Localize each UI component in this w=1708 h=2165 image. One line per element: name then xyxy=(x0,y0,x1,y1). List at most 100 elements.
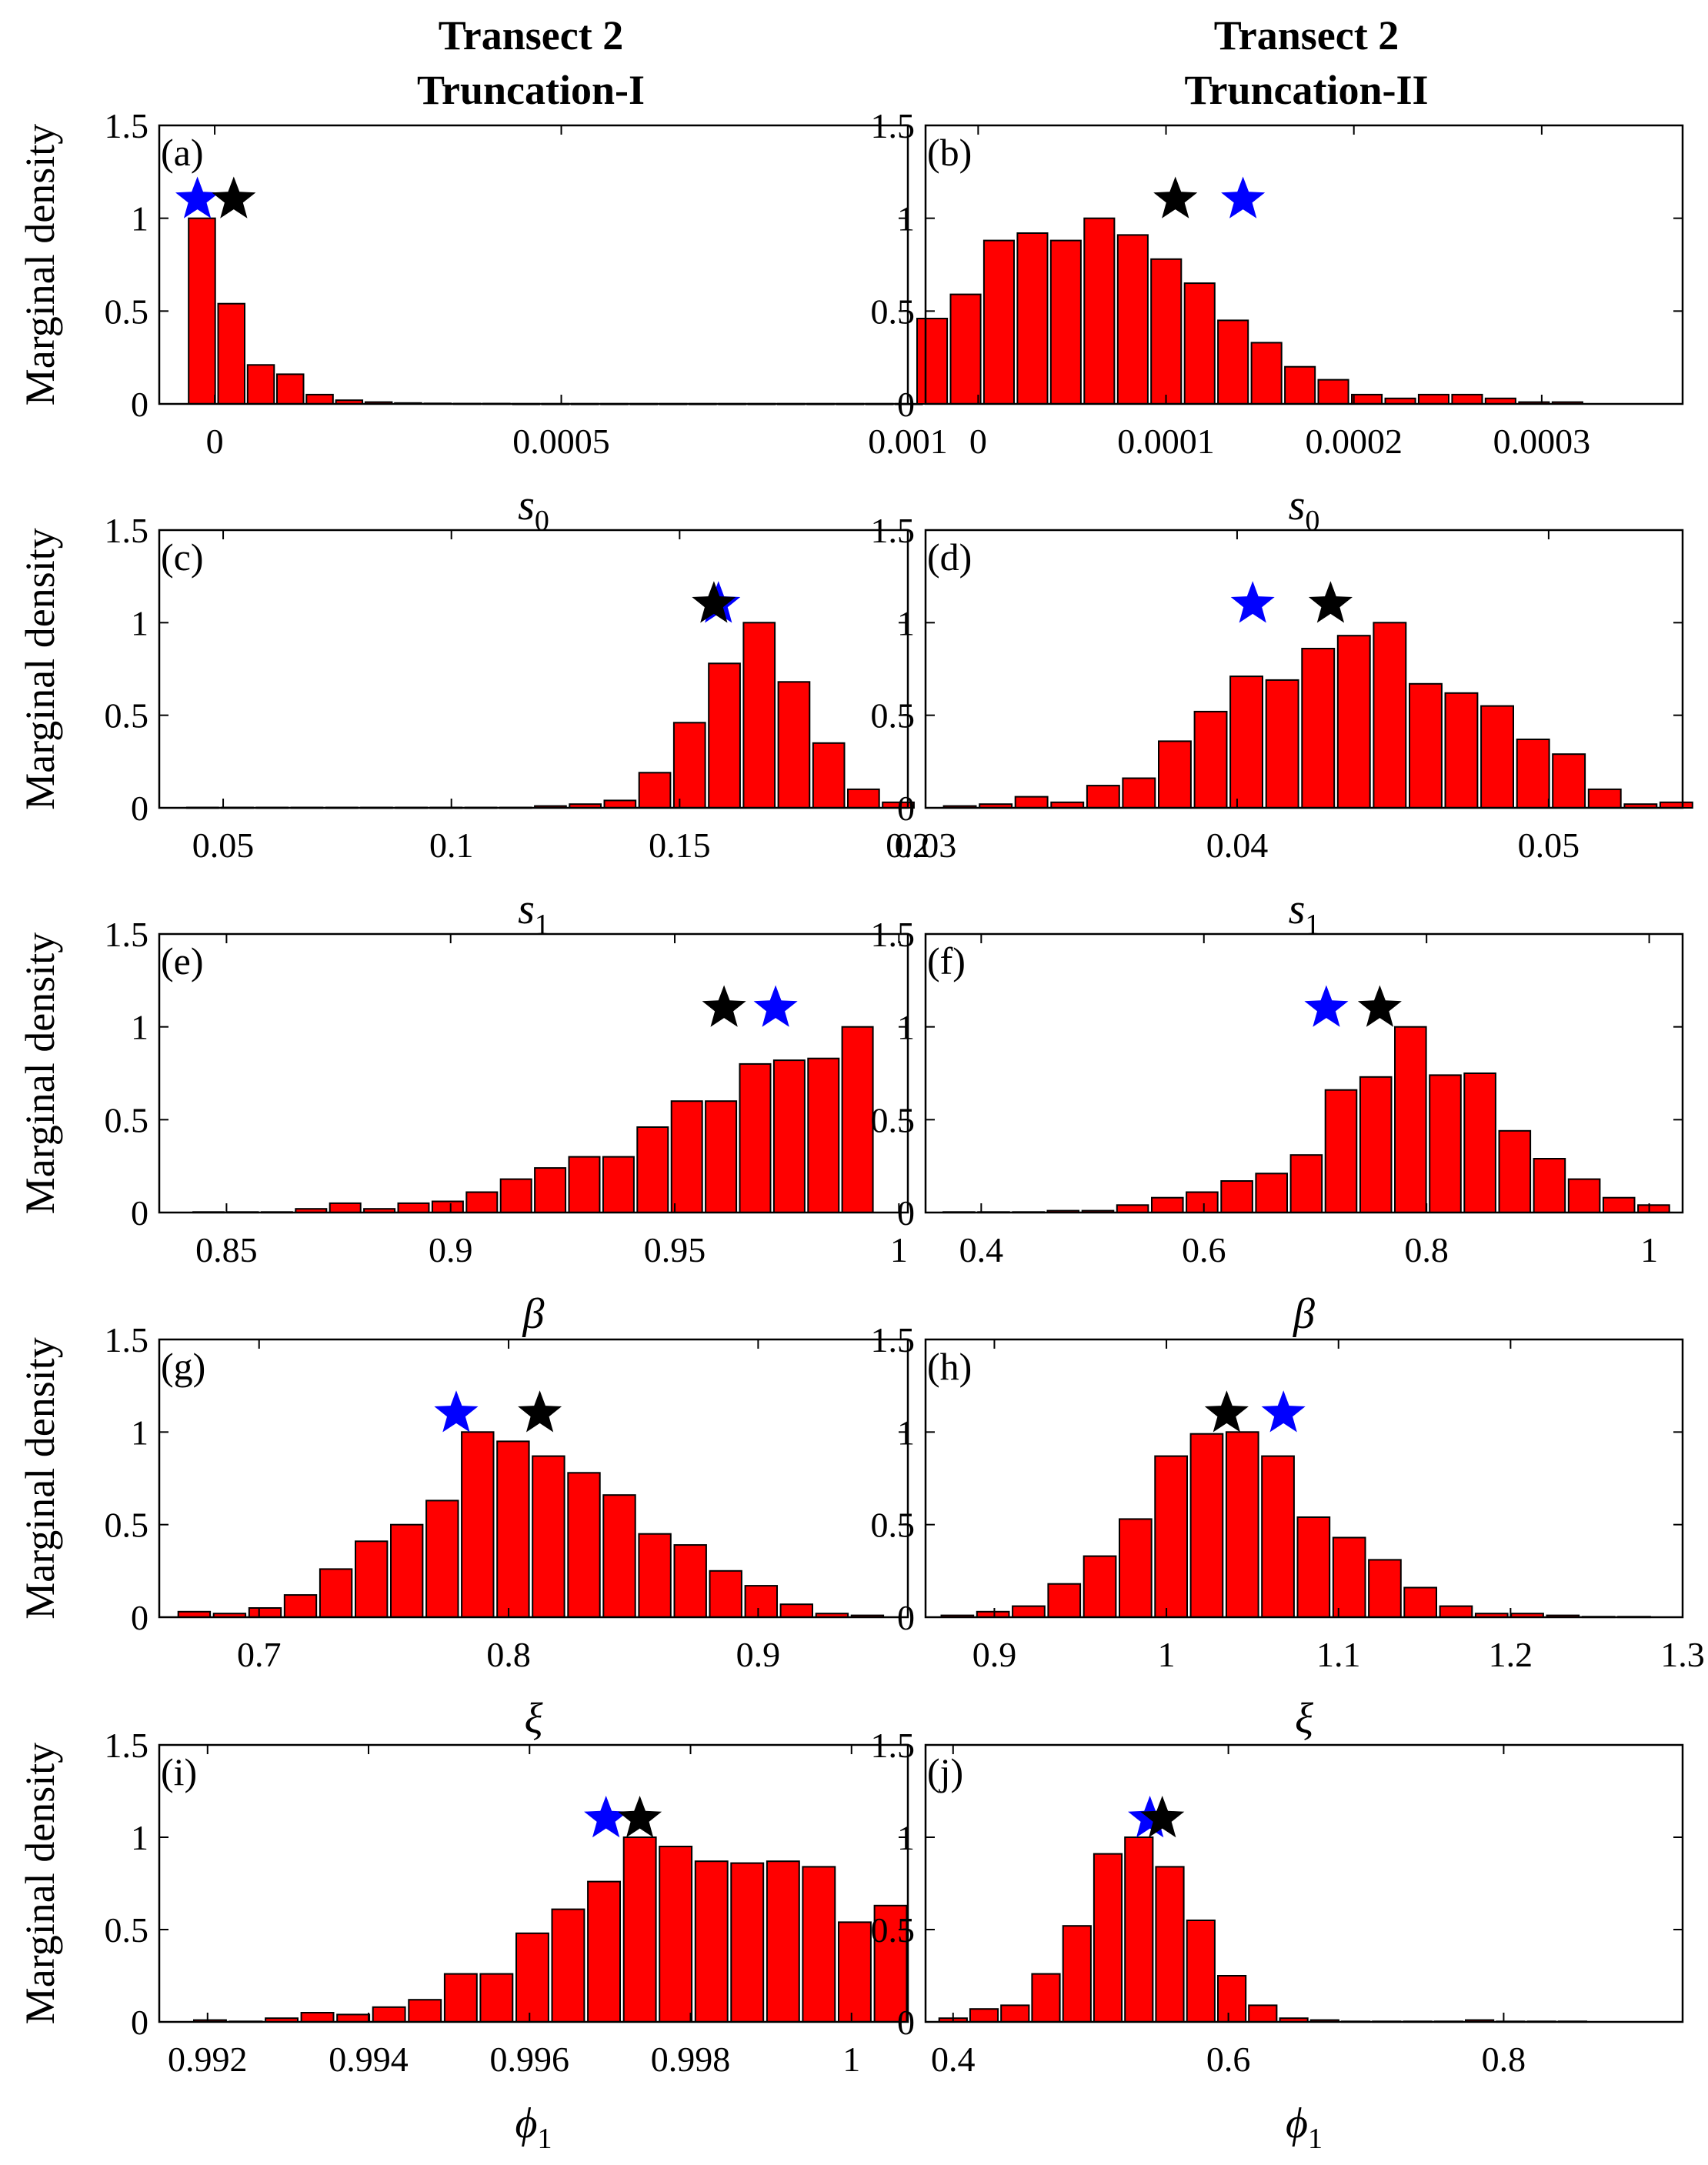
bar xyxy=(1000,2004,1030,2023)
bar xyxy=(969,2008,999,2023)
bar xyxy=(1261,1455,1295,1618)
x-axis-label: s0 xyxy=(518,482,549,537)
panel-b: 0 0.5 1 1.5 0 0.0001 0.0002 0.0003 (b) s0 xyxy=(871,106,1684,537)
bar xyxy=(949,293,982,405)
bar xyxy=(1086,785,1120,809)
y-tick-label: 0 xyxy=(131,385,148,424)
y-tick-label: 0 xyxy=(131,1193,148,1233)
bar xyxy=(1265,679,1299,809)
bar xyxy=(1193,710,1228,809)
bar xyxy=(638,772,672,809)
axes-box xyxy=(924,1743,1684,2023)
y-tick-label: 0 xyxy=(897,789,915,828)
bar xyxy=(372,2006,406,2023)
bar xyxy=(534,1167,567,1213)
bar xyxy=(659,1846,693,2023)
bar xyxy=(568,1156,601,1213)
y-tick-label: 0 xyxy=(897,1598,915,1637)
bar xyxy=(1296,1516,1331,1618)
bar xyxy=(807,1057,840,1213)
star-marker-black xyxy=(1204,1390,1249,1433)
star-marker-blue xyxy=(175,176,220,219)
x-tick-label: 0.9 xyxy=(429,1230,473,1269)
x-tick-label: 0.8 xyxy=(1404,1230,1449,1269)
x-tick-label: 0.4 xyxy=(959,1230,1004,1269)
star-marker-black xyxy=(692,581,736,623)
x-tick-label: 0.2 xyxy=(886,826,930,865)
bar xyxy=(1516,739,1550,809)
y-tick-label: 1.5 xyxy=(105,511,149,550)
axes-box xyxy=(158,1743,909,2023)
bar xyxy=(1049,239,1082,405)
bar xyxy=(1451,393,1483,405)
bar xyxy=(838,1921,872,2023)
panel-label: (h) xyxy=(927,1345,972,1388)
panel-label: (d) xyxy=(927,535,972,579)
bar xyxy=(1225,1431,1259,1619)
panel-e: 0 0.5 1 1.5 0.85 0.9 0.95 1 (e) β Marginal density xyxy=(17,915,909,1338)
x-tick-label: 0.4 xyxy=(931,2040,976,2079)
bar xyxy=(779,1603,813,1618)
x-tick-label: 0.8 xyxy=(1482,2040,1526,2079)
bar xyxy=(329,1202,362,1214)
x-tick-label: 0.05 xyxy=(1518,826,1580,865)
star-marker-black xyxy=(702,985,746,1027)
bar xyxy=(1403,1586,1438,1618)
bar xyxy=(1444,692,1479,809)
star-marker-black xyxy=(1140,1796,1185,1838)
bar xyxy=(276,373,305,405)
y-tick-label: 0.5 xyxy=(105,292,149,331)
bar xyxy=(1552,753,1586,809)
bar xyxy=(217,302,245,405)
bar xyxy=(1368,1559,1402,1619)
bar xyxy=(431,1200,464,1213)
col2-title-line1: Transect 2 xyxy=(1214,12,1399,58)
y-tick-label: 0.5 xyxy=(871,696,916,736)
bar xyxy=(603,799,637,809)
bar xyxy=(1186,1920,1216,2023)
panel-j: 0 0.5 1 1.5 0.4 0.6 0.8 (j) ϕ1 xyxy=(871,1726,1684,2155)
bar xyxy=(1062,1925,1092,2023)
panel-c: 0 0.5 1 1.5 0.05 0.1 0.15 0.2 (c) s1 Marginal dens… xyxy=(17,511,930,941)
bar xyxy=(1498,1129,1532,1214)
bar xyxy=(730,1862,765,2023)
y-tick-label: 1 xyxy=(131,1818,148,1857)
col1-title-line1: Transect 2 xyxy=(439,12,623,58)
x-axis-label: β xyxy=(522,1290,545,1338)
bar xyxy=(1122,777,1156,809)
bar xyxy=(1351,393,1383,405)
bar xyxy=(602,1494,636,1618)
bar xyxy=(499,1178,532,1213)
bar xyxy=(1637,1204,1670,1214)
x-tick-label: 0.1 xyxy=(429,826,474,865)
panel-i: 0 0.5 1 1.5 0.992 0.994 0.996 0.998 1 (i) ϕ1 Margin… xyxy=(17,1726,909,2155)
bar xyxy=(305,393,334,405)
x-tick-label: 0.15 xyxy=(649,826,711,865)
y-tick-label: 0.5 xyxy=(105,1100,149,1139)
bar xyxy=(397,1202,430,1214)
x-tick-label: 0.996 xyxy=(490,2040,570,2079)
bar xyxy=(1480,705,1514,809)
bar xyxy=(916,318,949,405)
panel-h: 0 0.5 1 1.5 0.9 1 1.1 1.2 1.3 (h) ξ xyxy=(871,1320,1705,1743)
star-marker-blue xyxy=(434,1390,479,1433)
y-axis-label: Marginal density xyxy=(17,932,63,1214)
y-tick-label: 0 xyxy=(131,1598,148,1637)
bar xyxy=(1255,1173,1289,1214)
y-tick-label: 1 xyxy=(897,199,915,239)
x-axis-label: ϕ1 xyxy=(515,2100,552,2155)
bar xyxy=(1394,1026,1427,1213)
y-tick-label: 0 xyxy=(897,385,915,424)
x-axis-label: s0 xyxy=(1289,482,1320,537)
bar xyxy=(1186,1191,1219,1213)
axes-box xyxy=(924,932,1684,1214)
star-marker-blue xyxy=(1230,581,1275,623)
bar xyxy=(812,742,846,809)
y-tick-label: 0.5 xyxy=(105,1910,149,1950)
bar xyxy=(1587,788,1622,809)
col1-title-line2: Truncation-I xyxy=(417,67,645,113)
y-axis-label: Marginal density xyxy=(17,1743,63,2024)
star-marker-black xyxy=(1308,581,1353,623)
x-tick-label: 0.994 xyxy=(329,2040,409,2079)
x-tick-label: 0.05 xyxy=(192,826,255,865)
